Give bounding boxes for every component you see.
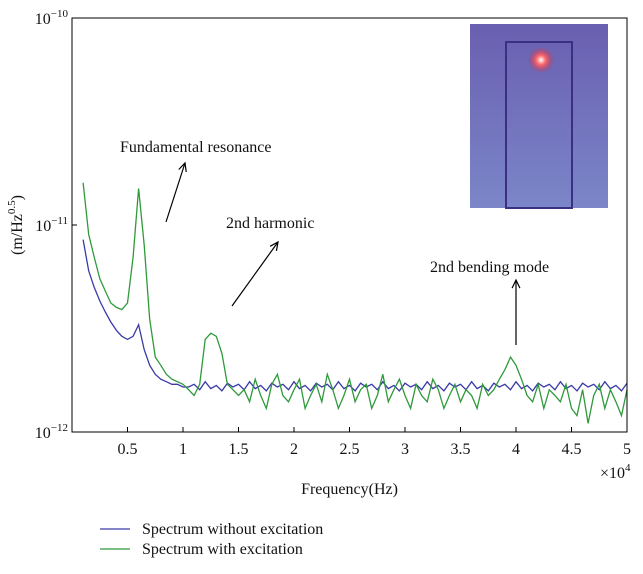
y-tick-base: 10 (35, 11, 51, 28)
y-label-exponent: 0.5 (6, 200, 18, 214)
annotation-arrow (165, 162, 186, 223)
y-tick-exponent: −11 (51, 215, 68, 227)
x-tick-label: 3 (401, 441, 409, 458)
annotation-arrowhead (269, 240, 279, 251)
x-tick-label: 5 (623, 441, 631, 458)
y-tick-base: 10 (35, 425, 51, 442)
y-tick-exponent: −12 (51, 422, 68, 434)
annotation-arrowhead (178, 161, 187, 172)
x-multiplier-exponent: 4 (625, 462, 631, 474)
series-line (82, 182, 627, 424)
y-tick-base: 10 (35, 218, 51, 235)
x-tick-label: 0.5 (118, 441, 138, 458)
x-axis-label: Frequency(Hz) (301, 481, 398, 498)
x-tick-label: 2 (290, 441, 298, 458)
x-multiplier: ×104 (600, 462, 631, 482)
inset-photo (470, 24, 608, 209)
y-label-end: ) (9, 195, 26, 200)
series-line (82, 239, 627, 392)
y-tick-label: 10−11 (35, 215, 68, 235)
y-tick-label: 10−12 (35, 422, 68, 442)
x-tick-label: 1.5 (229, 441, 249, 458)
legend-label: Spectrum without excitation (142, 521, 323, 538)
x-tick-label: 4 (512, 441, 520, 458)
y-tick-label: 10−10 (35, 8, 69, 28)
annotation: 2nd bending mode (430, 259, 549, 276)
y-tick-exponent: −10 (51, 8, 69, 20)
annotation: 2nd harmonic (226, 215, 314, 232)
x-tick-label: 3.5 (451, 441, 471, 458)
y-axis-label: (m/Hz0.5) (6, 195, 26, 255)
annotation-arrowhead (511, 278, 521, 289)
x-tick-label: 4.5 (562, 441, 582, 458)
x-multiplier-base: ×10 (600, 465, 625, 482)
x-tick-label: 1 (179, 441, 187, 458)
annotation-arrow (231, 241, 279, 307)
y-label-main: (m/Hz (9, 214, 26, 255)
x-tick-label: 2.5 (340, 441, 360, 458)
legend: Spectrum without excitation Spectrum with… (100, 521, 323, 558)
annotation: Fundamental resonance (120, 139, 272, 156)
legend-label: Spectrum with excitation (142, 541, 303, 558)
